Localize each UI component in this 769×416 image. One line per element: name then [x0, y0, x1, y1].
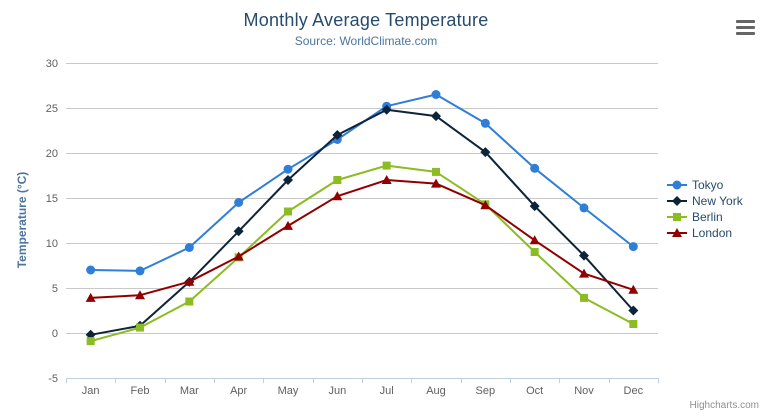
data-point-tokyo-jan[interactable] [86, 265, 96, 275]
data-point-berlin-jul[interactable] [382, 161, 391, 170]
credits-link[interactable]: Highcharts.com [689, 400, 759, 411]
legend-item-london[interactable]: London [667, 226, 743, 240]
data-point-berlin-jan[interactable] [86, 337, 95, 346]
legend-label: New York [692, 194, 743, 208]
data-point-berlin-mar[interactable] [185, 297, 194, 306]
data-point-berlin-aug[interactable] [432, 167, 440, 176]
data-point-london-jul[interactable] [381, 175, 392, 184]
data-point-tokyo-sep[interactable] [480, 118, 490, 128]
y-axis-tick-label: 15 [46, 193, 58, 205]
data-point-london-mar[interactable] [184, 276, 195, 286]
x-axis-tick-label: Jun [328, 385, 346, 397]
data-point-london-aug[interactable] [431, 178, 441, 188]
series-new-york [85, 104, 639, 340]
circle-marker-glyph [672, 180, 682, 190]
legend-item-tokyo[interactable]: Tokyo [667, 178, 743, 192]
data-point-new-york-dec[interactable] [628, 305, 639, 316]
x-axis-tick-label: Jul [380, 385, 394, 397]
hamburger-menu-icon [736, 26, 755, 29]
legend-label: Tokyo [692, 178, 724, 192]
triangle-marker-glyph [672, 228, 682, 237]
series-line-new-york [89, 108, 635, 336]
circle-marker-icon [667, 180, 687, 190]
series-line-berlin [89, 164, 635, 343]
data-point-berlin-nov[interactable] [580, 293, 588, 302]
chart-title: Monthly Average Temperature [243, 10, 489, 30]
data-point-tokyo-oct[interactable] [530, 163, 540, 173]
series-line-tokyo [89, 93, 635, 272]
data-point-london-jan[interactable] [85, 292, 96, 302]
x-axis-tick-label: May [278, 385, 299, 397]
x-axis-tick-label: Dec [624, 385, 644, 397]
data-point-london-jun[interactable] [332, 191, 343, 201]
y-axis-tick-label: 5 [52, 283, 58, 295]
data-point-berlin-may[interactable] [284, 207, 292, 216]
data-point-tokyo-dec[interactable] [628, 242, 638, 252]
data-point-london-may[interactable] [283, 220, 293, 230]
y-axis-tick-label: 10 [46, 238, 58, 250]
y-axis-tick-label: 30 [46, 58, 58, 70]
data-point-new-york-jun[interactable] [332, 130, 343, 140]
legend-item-berlin[interactable]: Berlin [667, 210, 743, 224]
data-point-berlin-jun[interactable] [333, 176, 342, 184]
y-axis-tick-label: -5 [48, 373, 58, 385]
diamond-marker-glyph [672, 196, 682, 206]
hamburger-menu-icon [736, 20, 755, 23]
data-point-new-york-jul[interactable] [381, 104, 392, 115]
chart-subtitle: Source: WorldClimate.com [294, 34, 438, 48]
data-point-tokyo-may[interactable] [283, 164, 293, 174]
x-axis-tick-label: Mar [180, 385, 199, 397]
data-point-berlin-oct[interactable] [530, 248, 539, 256]
x-axis-tick-label: Apr [230, 385, 247, 397]
square-marker-icon [667, 213, 687, 221]
data-point-london-sep[interactable] [480, 200, 491, 210]
data-point-new-york-nov[interactable] [579, 250, 589, 261]
series-london [85, 175, 639, 302]
x-axis-tick-label: Sep [476, 385, 496, 397]
legend: Tokyo New York Berlin London [667, 178, 743, 240]
square-marker-glyph [673, 213, 681, 221]
legend-item-new-york[interactable]: New York [667, 194, 743, 208]
x-axis-tick-label: Feb [131, 385, 150, 397]
data-point-new-york-oct[interactable] [529, 201, 540, 212]
x-axis-tick-label: Nov [574, 385, 594, 397]
series-line-london [89, 179, 635, 299]
legend-label: Berlin [692, 210, 723, 224]
data-point-berlin-feb[interactable] [136, 323, 144, 332]
x-axis-tick-label: Jan [82, 385, 100, 397]
data-point-tokyo-feb[interactable] [135, 266, 145, 276]
data-point-new-york-aug[interactable] [431, 111, 441, 122]
data-point-new-york-may[interactable] [283, 175, 293, 185]
data-point-london-apr[interactable] [233, 251, 244, 261]
triangle-marker-icon [667, 228, 687, 237]
legend-label: London [692, 226, 733, 240]
data-point-new-york-sep[interactable] [480, 147, 491, 158]
hamburger-menu-icon [736, 32, 755, 35]
data-point-london-oct[interactable] [529, 235, 540, 245]
y-axis-tick-label: 0 [52, 328, 58, 340]
data-point-tokyo-apr[interactable] [234, 198, 244, 207]
data-point-london-dec[interactable] [628, 284, 639, 294]
data-point-new-york-apr[interactable] [233, 226, 244, 237]
data-point-london-nov[interactable] [579, 268, 589, 278]
data-point-tokyo-nov[interactable] [579, 203, 589, 213]
x-axis-tick-label: Aug [426, 385, 446, 397]
y-axis-tick-label: 25 [46, 103, 58, 115]
series-tokyo [86, 90, 638, 276]
data-point-berlin-dec[interactable] [629, 320, 638, 328]
diamond-marker-icon [667, 196, 687, 206]
y-axis-tick-label: 20 [46, 148, 58, 160]
data-point-tokyo-aug[interactable] [431, 90, 441, 99]
y-axis-title: Temperature (°C) [15, 171, 29, 269]
x-axis-tick-label: Oct [526, 385, 543, 397]
data-point-tokyo-mar[interactable] [184, 243, 194, 252]
data-point-london-feb[interactable] [135, 290, 145, 300]
export-menu-button[interactable] [736, 20, 755, 35]
